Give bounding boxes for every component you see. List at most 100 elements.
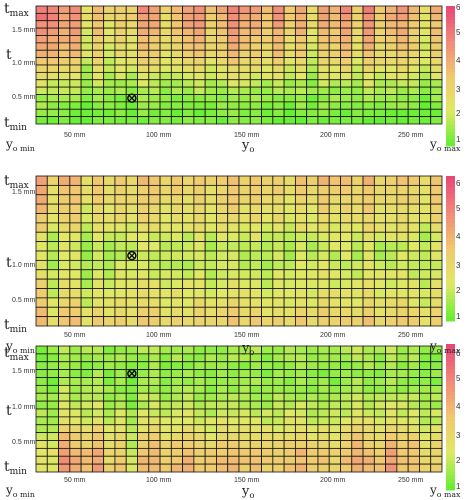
heatmap-cell <box>385 269 398 280</box>
heatmap-cell <box>238 184 251 196</box>
heatmap-cell <box>283 194 296 205</box>
heatmap-cell <box>385 116 398 125</box>
heatmap-cell <box>238 79 251 88</box>
colorbar-segment <box>446 255 455 260</box>
colorbar-segment <box>446 380 455 385</box>
heatmap-cell <box>385 194 398 205</box>
colorbar-segment <box>446 347 455 352</box>
heatmap-cell <box>249 297 262 308</box>
y-tick-label: 1.5 mm <box>12 27 36 34</box>
heatmap-cell <box>137 94 150 103</box>
heatmap-cell <box>373 400 387 410</box>
heatmap-cell <box>58 250 71 261</box>
heatmap-cell <box>238 408 251 418</box>
heatmap-cell <box>58 269 71 280</box>
heatmap-cell <box>430 20 443 29</box>
x-tick-label: 100 mm <box>146 477 172 484</box>
colorbar-segment <box>446 128 455 133</box>
heatmap-cell <box>351 5 364 14</box>
heatmap-cell <box>114 101 127 110</box>
heatmap-cell <box>216 440 229 449</box>
heatmap-cell <box>182 250 195 261</box>
heatmap-cell <box>204 64 217 73</box>
heatmap-cell <box>114 377 127 386</box>
heatmap-cell <box>80 440 93 449</box>
heatmap-cell <box>283 288 296 299</box>
heatmap-cell <box>69 42 82 51</box>
heatmap-cell <box>419 416 432 426</box>
colorbar-tick: 4 <box>456 232 461 241</box>
heatmap-cell <box>238 269 251 280</box>
heatmap-cell <box>148 306 161 318</box>
heatmap-panel-3 <box>0 340 474 500</box>
heatmap-cell <box>328 241 341 252</box>
heatmap-cell <box>362 20 375 29</box>
heatmap-cell <box>182 175 195 186</box>
heatmap-cell <box>125 213 138 224</box>
heatmap-cell <box>58 432 71 441</box>
heatmap-cell <box>216 241 229 252</box>
heatmap-cell <box>103 384 116 394</box>
heatmap-cell <box>249 377 262 386</box>
colorbar-segment <box>446 194 455 199</box>
heatmap-cell <box>396 353 409 363</box>
heatmap-cell <box>182 259 195 271</box>
heatmap-cell <box>125 86 138 95</box>
heatmap-cell <box>272 213 285 224</box>
heatmap-cell <box>114 455 127 465</box>
heatmap-cell <box>328 101 341 110</box>
heatmap-cell <box>58 27 71 36</box>
colorbar-segment <box>446 313 455 318</box>
heatmap-cell <box>80 116 93 125</box>
heatmap-cell <box>46 306 59 318</box>
heatmap-cell <box>46 5 59 14</box>
heatmap-cell <box>362 384 375 394</box>
heatmap-cell <box>362 241 375 252</box>
heatmap-cell <box>114 108 127 118</box>
heatmap-cell <box>125 108 138 118</box>
heatmap-cell <box>340 408 353 418</box>
heatmap-cell <box>430 101 443 110</box>
heatmap-cell <box>340 5 353 14</box>
heatmap-cell <box>125 231 138 243</box>
heatmap-cell <box>69 194 82 205</box>
heatmap-cell <box>283 361 296 371</box>
heatmap-cell <box>80 42 93 51</box>
heatmap-cell <box>216 408 229 418</box>
heatmap-cell <box>261 369 274 378</box>
heatmap-cell <box>340 447 353 457</box>
colorbar-segment <box>446 387 455 392</box>
heatmap-cell <box>385 203 398 214</box>
heatmap-cell <box>362 288 375 299</box>
heatmap-cell <box>272 79 285 88</box>
heatmap-cell <box>373 447 387 457</box>
heatmap-cell <box>193 400 206 410</box>
colorbar-tick: 2 <box>456 456 461 465</box>
heatmap-cell <box>317 27 330 36</box>
heatmap-cell <box>80 424 93 434</box>
heatmap-cell <box>306 306 319 318</box>
heatmap-cell <box>419 79 432 88</box>
y-tick-label: 0.5 mm <box>12 297 36 304</box>
heatmap-cell <box>294 306 308 318</box>
heatmap-cell <box>170 49 184 59</box>
heatmap-cell <box>91 377 105 386</box>
colorbar-segment <box>446 183 455 188</box>
heatmap-cell <box>430 463 443 473</box>
heatmap-cell <box>148 175 161 186</box>
heatmap-cell <box>137 116 150 125</box>
heatmap-cell <box>396 64 409 73</box>
heatmap-cell <box>46 432 59 441</box>
heatmap-cell <box>351 259 364 271</box>
heatmap-cell <box>46 278 59 289</box>
heatmap-cell <box>137 101 150 110</box>
heatmap-cell <box>294 116 308 125</box>
heatmap-cell <box>396 463 409 473</box>
heatmap-cell <box>385 241 398 252</box>
heatmap-cell <box>80 203 93 214</box>
heatmap-cell <box>227 101 240 110</box>
heatmap-cell <box>69 432 82 441</box>
heatmap-cell <box>80 222 93 233</box>
heatmap-cell <box>170 392 184 402</box>
heatmap-cell <box>328 20 341 29</box>
